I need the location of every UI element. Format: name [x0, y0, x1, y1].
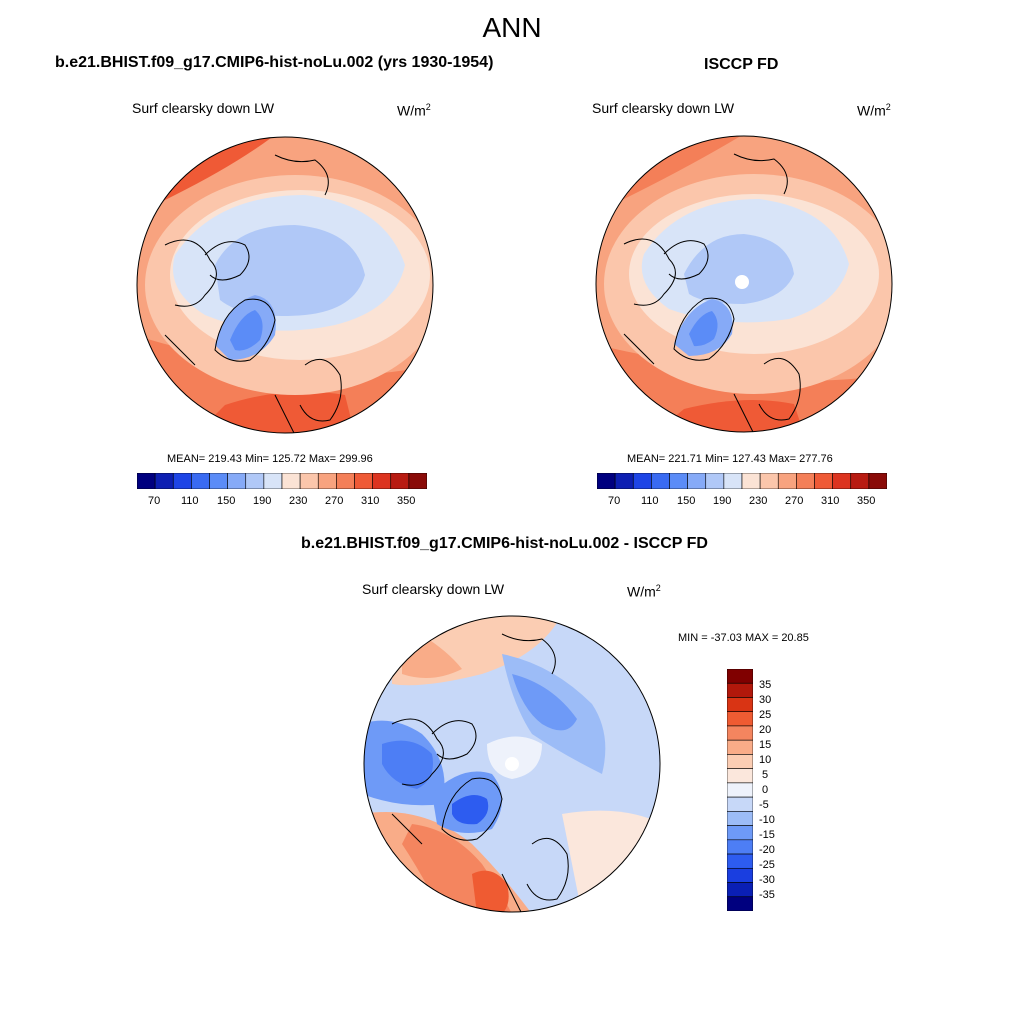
colorbar-swatch [372, 473, 392, 489]
colorbar-swatch [832, 473, 852, 489]
obs-colorbar-label: 270 [785, 495, 804, 507]
colorbar-swatch [632, 473, 652, 489]
diff-colorbar-label: 20 [759, 724, 772, 736]
obs-colorbar-label: 230 [749, 495, 768, 507]
colorbar-swatch [759, 473, 779, 489]
model-colorbar-label: 110 [181, 495, 199, 507]
colorbar-swatch [245, 473, 265, 489]
model-polar-map [136, 136, 434, 434]
colorbar-swatch [137, 473, 156, 489]
colorbar-swatch [727, 811, 753, 826]
diff-colorbar-label: -30 [759, 874, 775, 886]
colorbar-swatch [209, 473, 228, 489]
colorbar-swatch [727, 782, 753, 798]
colorbar-swatch [705, 473, 725, 489]
colorbar-swatch [727, 867, 753, 883]
colorbar-swatch [850, 473, 870, 489]
diff-colorbar-label: -10 [759, 814, 775, 826]
colorbar-swatch [408, 473, 427, 489]
colorbar-swatch [814, 473, 833, 489]
colorbar-swatch [614, 473, 634, 489]
model-colorbar-label: 230 [289, 495, 308, 507]
colorbar-swatch [172, 473, 192, 489]
colorbar-swatch [727, 796, 753, 812]
obs-colorbar-label: 150 [677, 495, 696, 507]
colorbar-swatch [651, 473, 670, 489]
colorbar-swatch [317, 473, 337, 489]
obs-colorbar-label: 110 [641, 495, 659, 507]
obs-colorbar-label: 190 [713, 495, 732, 507]
model-colorbar-label: 350 [397, 495, 416, 507]
colorbar-swatch [727, 682, 753, 698]
diff-panel-heading: b.e21.BHIST.f09_g17.CMIP6-hist-noLu.002 … [301, 535, 708, 552]
colorbar-swatch [669, 473, 688, 489]
colorbar-swatch [727, 754, 753, 769]
colorbar-swatch [687, 473, 707, 489]
obs-units-label: W/m2 [857, 102, 891, 119]
model-units-label: W/m2 [397, 102, 431, 119]
colorbar-swatch [727, 669, 753, 684]
colorbar-swatch [727, 697, 753, 713]
model-variable-label: Surf clearsky down LW [132, 100, 275, 116]
diff-colorbar-label: -20 [759, 844, 775, 856]
diff-units-label: W/m2 [627, 583, 661, 600]
colorbar-swatch [191, 473, 210, 489]
colorbar-swatch [336, 473, 355, 489]
colorbar-swatch [597, 473, 616, 489]
colorbar-swatch [727, 853, 753, 869]
diff-colorbar-label: 35 [759, 679, 772, 691]
figure-title: ANN [482, 12, 542, 43]
colorbar-swatch [727, 882, 753, 898]
model-colorbar-label: 70 [148, 495, 161, 507]
obs-variable-label: Surf clearsky down LW [592, 100, 735, 116]
colorbar-swatch [727, 825, 753, 841]
colorbar-swatch [796, 473, 815, 489]
diff-colorbar-label: -15 [759, 829, 775, 841]
obs-panel-heading: ISCCP FD [704, 56, 779, 73]
diff-colorbar-label: 5 [762, 769, 769, 781]
diff-stats: MIN = -37.03 MAX = 20.85 [678, 632, 809, 644]
colorbar-swatch [354, 473, 373, 489]
colorbar-swatch [868, 473, 887, 489]
diff-colorbar-label: -5 [759, 799, 769, 811]
diff-colorbar-label: 30 [759, 694, 772, 706]
colorbar-swatch [154, 473, 174, 489]
model-panel-heading: b.e21.BHIST.f09_g17.CMIP6-hist-noLu.002 … [55, 54, 494, 71]
colorbar-swatch [727, 896, 753, 911]
diff-colorbar-label: 0 [762, 784, 769, 796]
diff-colorbar-label: 10 [759, 754, 772, 766]
model-colorbar [137, 473, 427, 489]
colorbar-swatch [227, 473, 247, 489]
model-colorbar-label: 310 [361, 495, 380, 507]
colorbar-swatch [741, 473, 761, 489]
colorbar-swatch [299, 473, 319, 489]
colorbar-swatch [727, 725, 753, 741]
obs-colorbar-label: 310 [821, 495, 840, 507]
diff-colorbar [727, 669, 753, 911]
obs-colorbar-label: 70 [608, 495, 621, 507]
model-colorbar-label: 190 [253, 495, 272, 507]
obs-stats: MEAN= 221.71 Min= 127.43 Max= 277.76 [627, 453, 833, 465]
colorbar-swatch [723, 473, 743, 489]
obs-polar-map [595, 135, 893, 433]
colorbar-swatch [263, 473, 283, 489]
colorbar-swatch [390, 473, 410, 489]
obs-colorbar-label: 350 [857, 495, 876, 507]
diff-colorbar-label: 15 [759, 739, 772, 751]
obs-colorbar [597, 473, 887, 489]
model-colorbar-label: 270 [325, 495, 344, 507]
diff-polar-map [363, 615, 661, 913]
diff-colorbar-label: 25 [759, 709, 772, 721]
diff-variable-label: Surf clearsky down LW [362, 581, 505, 597]
diff-colorbar-label: -25 [759, 859, 775, 871]
colorbar-swatch [727, 739, 753, 755]
colorbar-swatch [727, 768, 753, 784]
colorbar-swatch [281, 473, 301, 489]
colorbar-swatch [777, 473, 797, 489]
colorbar-swatch [727, 711, 753, 727]
colorbar-swatch [727, 839, 753, 855]
diff-colorbar-label: -35 [759, 889, 775, 901]
model-colorbar-label: 150 [217, 495, 236, 507]
model-stats: MEAN= 219.43 Min= 125.72 Max= 299.96 [167, 453, 373, 465]
